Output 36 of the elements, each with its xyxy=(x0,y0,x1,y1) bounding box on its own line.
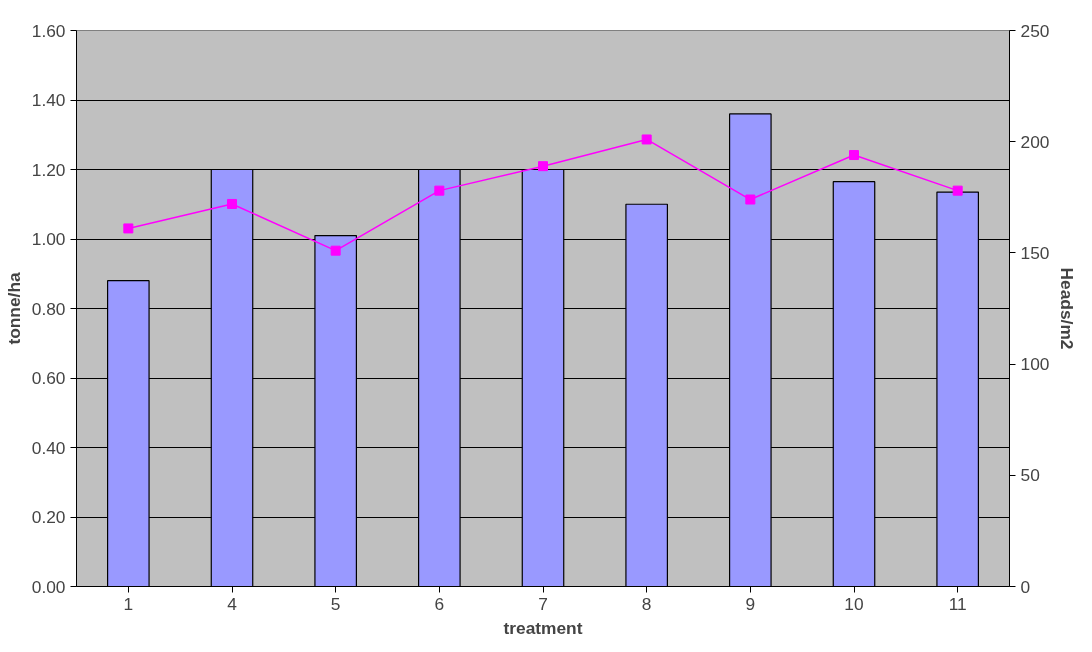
x-tick-label: 9 xyxy=(745,593,756,614)
y-tick-label: 0.00 xyxy=(31,576,66,597)
x-tick-label: 11 xyxy=(948,593,967,614)
y2-tick-label: 150 xyxy=(1020,242,1050,263)
point xyxy=(330,245,341,256)
y-tick-label: 0.60 xyxy=(31,368,66,388)
y-tick-label: 0.80 xyxy=(31,298,66,319)
y2-tick-label: 250 xyxy=(1020,20,1050,41)
y-tick-label: 1.00 xyxy=(31,229,66,249)
x-tick-label: 1 xyxy=(123,593,134,614)
y-tick-label: 1.60 xyxy=(31,20,66,41)
y2-tick-label: 100 xyxy=(1020,354,1050,375)
x-tick-label: 4 xyxy=(227,593,238,614)
x-tick-label: 5 xyxy=(330,593,341,614)
y-tick-label: 0.20 xyxy=(31,507,66,527)
point xyxy=(434,185,445,196)
point xyxy=(538,161,548,172)
point xyxy=(849,150,859,161)
x-tick-label: 6 xyxy=(434,593,445,614)
y-axis-title: tonne/ha xyxy=(3,272,24,345)
y-tick-label: 1.20 xyxy=(31,159,66,180)
y-tick-label: 1.40 xyxy=(31,90,66,110)
x-tick-label: 7 xyxy=(538,593,548,614)
y-tick-label: 0.40 xyxy=(31,437,66,458)
y2-tick-label: 0 xyxy=(1020,576,1031,597)
point xyxy=(745,194,756,205)
point xyxy=(227,198,237,209)
y2-axis-title: Heads/m2 xyxy=(1057,267,1078,350)
point xyxy=(952,185,963,196)
x-tick-label: 10 xyxy=(844,593,864,614)
point xyxy=(123,223,134,234)
y2-tick-label: 200 xyxy=(1020,131,1050,152)
x-tick-label: 8 xyxy=(641,593,652,614)
x-axis-title: treatment xyxy=(503,617,583,638)
point xyxy=(641,134,652,145)
y2-tick-label: 50 xyxy=(1020,465,1040,486)
